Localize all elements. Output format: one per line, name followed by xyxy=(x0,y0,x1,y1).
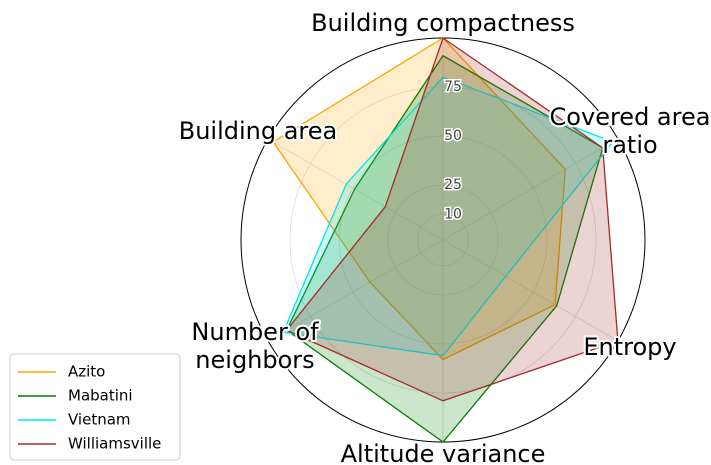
axis-label: Building area xyxy=(179,117,338,145)
spoke xyxy=(267,138,444,241)
spoke xyxy=(442,138,619,241)
spoke xyxy=(442,239,619,342)
legend-label: Mabatini xyxy=(68,387,133,405)
axis-label: Covered area ratio xyxy=(550,103,711,159)
r-tick-label: 10 xyxy=(444,207,462,223)
axis-label: Altitude variance xyxy=(341,440,546,465)
series-area xyxy=(272,37,566,361)
series-area xyxy=(282,76,614,357)
axis-label: Entropy xyxy=(583,333,676,361)
legend-box xyxy=(9,353,181,461)
axis-label: Number of neighbors xyxy=(191,318,319,374)
axis-label: Building compactness xyxy=(311,9,575,37)
axis-label-line: Number of xyxy=(191,318,319,346)
spoke xyxy=(267,239,444,342)
r-tick-label: 75 xyxy=(444,79,462,95)
axis-label-line: Covered area xyxy=(550,103,711,131)
series-area xyxy=(285,36,619,402)
legend-label: Williamsville xyxy=(68,435,161,453)
r-tick-label: 25 xyxy=(444,177,462,193)
axis-label-line: ratio xyxy=(602,131,657,159)
legend-label: Vietnam xyxy=(68,411,131,429)
axis-label-line: neighbors xyxy=(195,346,314,374)
legend-label: Azito xyxy=(68,363,105,381)
r-tick-label: 50 xyxy=(444,128,462,144)
